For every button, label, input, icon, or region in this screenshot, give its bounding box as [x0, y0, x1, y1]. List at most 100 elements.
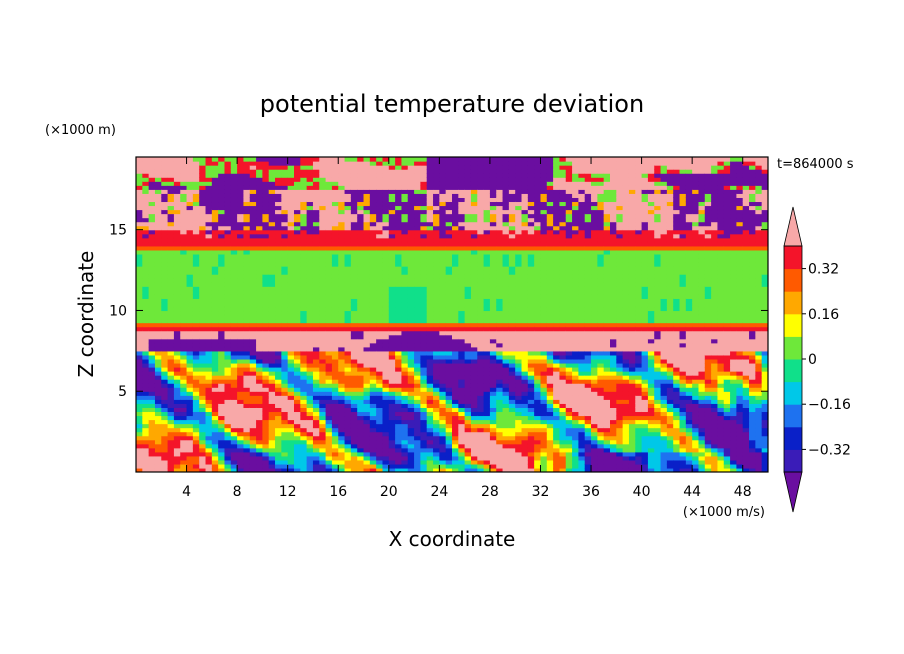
contour-cell [458, 298, 466, 303]
contour-cell [161, 270, 169, 275]
contour-cell [268, 249, 276, 255]
contour-cell [192, 318, 200, 324]
contour-cell [243, 262, 251, 267]
contour-cell [319, 330, 327, 336]
contour-cell [527, 439, 535, 445]
contour-cell [382, 346, 390, 352]
contour-cell [186, 257, 194, 263]
contour-cell [376, 439, 384, 445]
contour-cell [312, 423, 320, 429]
contour-cell [420, 342, 428, 348]
contour-cell [464, 330, 472, 336]
contour-cell [407, 249, 415, 255]
contour-cell [458, 225, 466, 231]
contour-cell [401, 225, 409, 231]
contour-cell [357, 241, 365, 247]
contour-cell [477, 358, 485, 364]
contour-cell [167, 266, 175, 271]
contour-cell [483, 423, 491, 429]
contour-cell [521, 379, 529, 384]
contour-cell [287, 371, 295, 376]
contour-cell [224, 322, 232, 328]
contour-cell [477, 205, 485, 211]
contour-cell [376, 463, 384, 469]
contour-cell [445, 302, 453, 308]
contour-cell [192, 290, 200, 295]
contour-cell [294, 233, 301, 239]
contour-cell [287, 423, 295, 429]
contour-cell [319, 233, 327, 239]
contour-cell [496, 338, 504, 344]
contour-cell [489, 358, 497, 364]
contour-cell [262, 467, 270, 472]
contour-cell [477, 383, 485, 388]
contour-cell [287, 459, 295, 465]
contour-cell [180, 415, 188, 421]
contour-cell [281, 161, 289, 166]
contour-cell [521, 193, 529, 198]
contour-cell [344, 395, 352, 400]
contour-cell [357, 237, 365, 243]
contour-cell [445, 375, 453, 380]
contour-cell [249, 181, 257, 186]
contour-cell [357, 387, 365, 392]
contour-cell [167, 334, 175, 340]
contour-cell [319, 193, 327, 198]
contour-cell [464, 371, 472, 376]
contour-cell [395, 322, 403, 328]
contour-cell [388, 282, 396, 287]
contour-cell [192, 253, 200, 259]
contour-cell [458, 407, 466, 413]
contour-cell [173, 411, 181, 417]
contour-cell [357, 270, 365, 275]
contour-cell [173, 358, 181, 364]
contour-cell [376, 205, 384, 211]
contour-cell [243, 229, 251, 235]
contour-cell [294, 193, 301, 198]
contour-cell [496, 249, 504, 255]
contour-cell [331, 165, 339, 170]
contour-cell [256, 306, 263, 312]
contour-cell [338, 447, 346, 453]
contour-cell [319, 173, 327, 178]
contour-cell [154, 431, 162, 437]
contour-cell [186, 165, 194, 170]
contour-cell [268, 290, 276, 295]
contour-cell [414, 298, 421, 303]
contour-cell [192, 173, 200, 178]
contour-cell [414, 423, 421, 429]
contour-cell [452, 330, 459, 336]
contour-cell [186, 435, 194, 441]
contour-cell [433, 383, 440, 388]
contour-cell [211, 181, 219, 186]
contour-cell [401, 326, 409, 332]
contour-cell [426, 173, 434, 178]
contour-cell [502, 197, 510, 203]
contour-cell [237, 310, 245, 316]
contour-cell [439, 358, 447, 364]
contour-cell [256, 463, 263, 469]
contour-cell [205, 427, 213, 433]
contour-cell [167, 237, 175, 243]
contour-cell [180, 387, 188, 392]
contour-cell [192, 298, 200, 303]
contour-cell [388, 290, 396, 295]
contour-cell [483, 237, 491, 243]
contour-cell [534, 367, 542, 372]
contour-cell [312, 350, 320, 356]
contour-cell [439, 419, 447, 425]
contour-cell [300, 399, 308, 404]
contour-cell [136, 362, 143, 368]
contour-cell [211, 367, 219, 372]
contour-cell [508, 395, 516, 400]
contour-cell [199, 318, 207, 324]
contour-cell [452, 399, 459, 404]
contour-cell [376, 415, 384, 421]
contour-cell [521, 310, 529, 316]
contour-cell [331, 173, 339, 178]
contour-cell [496, 274, 504, 279]
contour-cell [445, 205, 453, 211]
contour-cell [534, 391, 542, 396]
contour-cell [401, 455, 409, 461]
contour-cell [186, 237, 194, 243]
